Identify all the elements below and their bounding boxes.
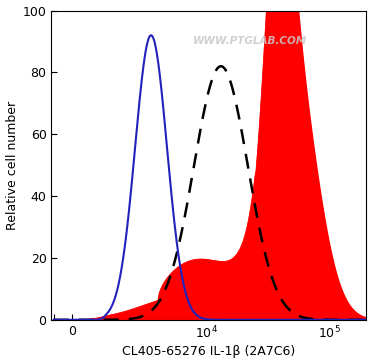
X-axis label: CL405-65276 IL-1β (2A7C6): CL405-65276 IL-1β (2A7C6): [122, 345, 296, 359]
Y-axis label: Relative cell number: Relative cell number: [6, 100, 19, 230]
Text: WWW.PTGLAB.COM: WWW.PTGLAB.COM: [193, 36, 307, 47]
